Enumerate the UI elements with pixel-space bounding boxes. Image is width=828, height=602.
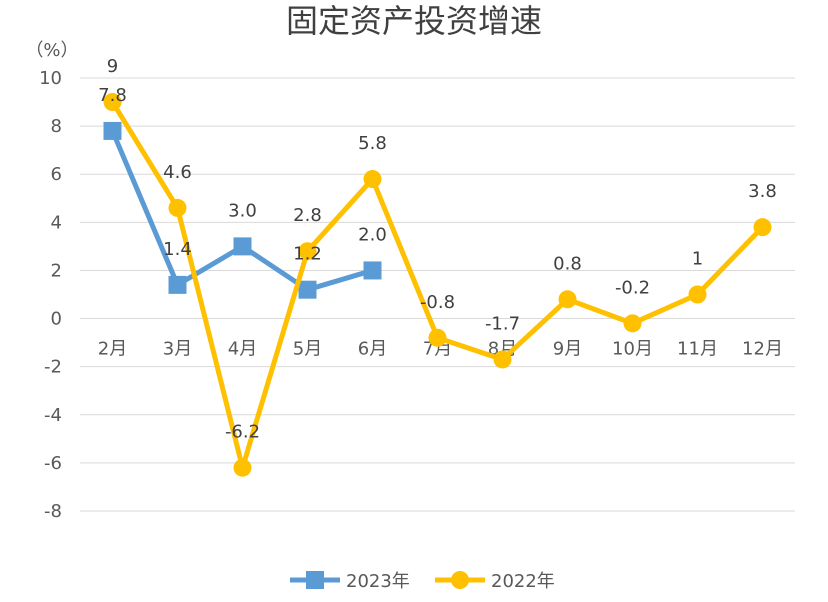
data-label: 1.2: [293, 244, 322, 265]
legend-label: 2022年: [491, 571, 555, 592]
y-tick-label: 4: [51, 212, 62, 233]
series-2022年: [103, 93, 772, 477]
data-point-circle: [493, 350, 512, 369]
data-label: 4.6: [163, 162, 192, 183]
y-axis-unit-label: （%）: [25, 40, 78, 61]
data-label: 7.8: [98, 85, 127, 106]
legend-marker-circle: [451, 571, 469, 589]
data-label: -0.2: [615, 277, 650, 298]
x-tick-label: 11月: [677, 339, 718, 360]
legend-marker-square: [306, 571, 324, 589]
legend: 2023年 2022年: [290, 571, 555, 592]
y-tick-label: -8: [44, 501, 62, 522]
legend-label: 2023年: [346, 571, 410, 592]
y-tick-label: 8: [51, 116, 62, 137]
data-label: 1: [692, 249, 703, 270]
data-label: -6.2: [225, 422, 260, 443]
data-point-circle: [233, 458, 252, 477]
data-label: 9: [107, 56, 118, 77]
series-2023年: [103, 121, 382, 299]
data-label: 1.4: [163, 239, 192, 260]
chart-title: 固定资产投资增速: [286, 2, 542, 40]
legend-item: 2022年: [435, 571, 555, 592]
data-label: 3.0: [228, 200, 257, 221]
data-point-square: [363, 261, 382, 280]
legend-item: 2023年: [290, 571, 410, 592]
y-axis-ticks: 10 8 6 4 2 0 -2 -4 -6 -8: [39, 68, 62, 522]
x-tick-label: 12月: [742, 339, 783, 360]
data-point-circle: [298, 242, 317, 261]
series-line: [110, 100, 765, 471]
data-label: 2.8: [293, 205, 322, 226]
data-point-circle: [363, 170, 382, 189]
x-tick-label: 2月: [98, 339, 127, 360]
y-tick-label: -2: [44, 357, 62, 378]
data-point-circle: [103, 93, 122, 112]
data-label: -1.7: [485, 313, 520, 334]
y-tick-label: -4: [44, 405, 62, 426]
x-axis-ticks: 2月 3月 4月 5月 6月 7月 8月 9月 10月 11月 12月: [98, 339, 783, 360]
x-tick-label: 10月: [612, 339, 653, 360]
x-tick-label: 5月: [293, 339, 322, 360]
data-point-circle: [688, 285, 707, 304]
y-tick-label: 6: [51, 164, 62, 185]
data-label: 5.8: [358, 133, 387, 154]
data-label: 2.0: [358, 224, 387, 245]
y-tick-label: -6: [44, 453, 62, 474]
data-point-circle: [558, 290, 577, 309]
data-label: 0.8: [553, 253, 582, 274]
y-tick-label: 0: [51, 309, 62, 330]
x-tick-label: 3月: [163, 339, 192, 360]
data-labels: 7.8 1.4 3.0 1.2 2.0 9 4.6 -6.2 2.8 5.8 -0.8 -1.7 0.8…: [98, 56, 777, 443]
data-point-circle: [168, 198, 187, 217]
x-tick-label: 4月: [228, 339, 257, 360]
data-point-circle: [623, 314, 642, 333]
y-tick-label: 10: [39, 68, 62, 89]
data-point-square: [103, 121, 122, 140]
x-tick-label: 9月: [553, 339, 582, 360]
x-tick-label: 6月: [358, 339, 387, 360]
data-point-square: [298, 280, 317, 299]
data-point-circle: [428, 328, 447, 347]
data-point-square: [168, 275, 187, 294]
data-point-circle: [753, 218, 772, 237]
data-point-square: [233, 237, 252, 256]
x-tick-label: 7月: [423, 339, 452, 360]
gridlines: [80, 77, 795, 512]
data-label: -0.8: [420, 292, 455, 313]
series-lines: [103, 93, 772, 477]
data-label: 3.8: [748, 181, 777, 202]
y-tick-label: 2: [51, 260, 62, 281]
